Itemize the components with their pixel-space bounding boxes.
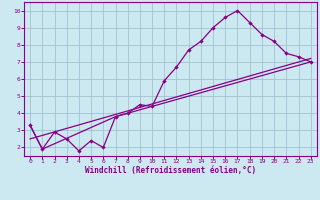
X-axis label: Windchill (Refroidissement éolien,°C): Windchill (Refroidissement éolien,°C) (85, 166, 256, 175)
